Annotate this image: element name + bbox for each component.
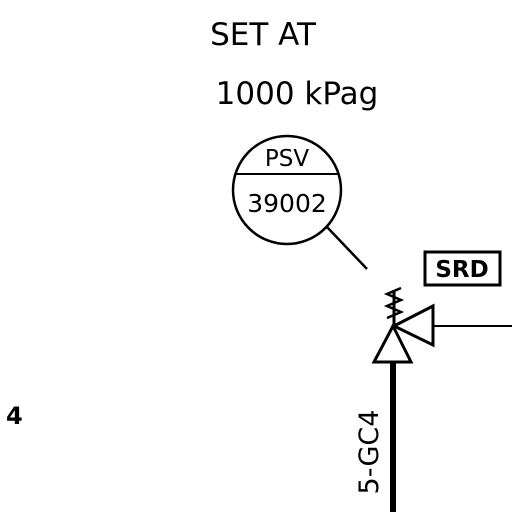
instrument-bubble-circle — [231, 134, 343, 246]
instrument-number-label: 39002 — [247, 189, 327, 218]
valve-spring-icon — [383, 286, 405, 320]
psv-instrument-bubble[interactable]: PSV 39002 — [231, 134, 343, 246]
srd-tag-border — [423, 250, 502, 287]
relief-valve-symbol[interactable] — [371, 286, 435, 364]
set-point-line1: SET AT — [210, 17, 317, 53]
set-point-line2: 1000 kPag — [216, 76, 379, 112]
srd-tag-box[interactable]: SRD — [423, 250, 502, 287]
srd-tag-label: SRD — [435, 257, 488, 283]
edge-fragment-label: 4 — [6, 402, 23, 430]
instrument-leader-line — [326, 226, 368, 270]
line-number-label: 5-GC4 — [354, 410, 385, 495]
instrument-type-label: PSV — [265, 146, 309, 172]
